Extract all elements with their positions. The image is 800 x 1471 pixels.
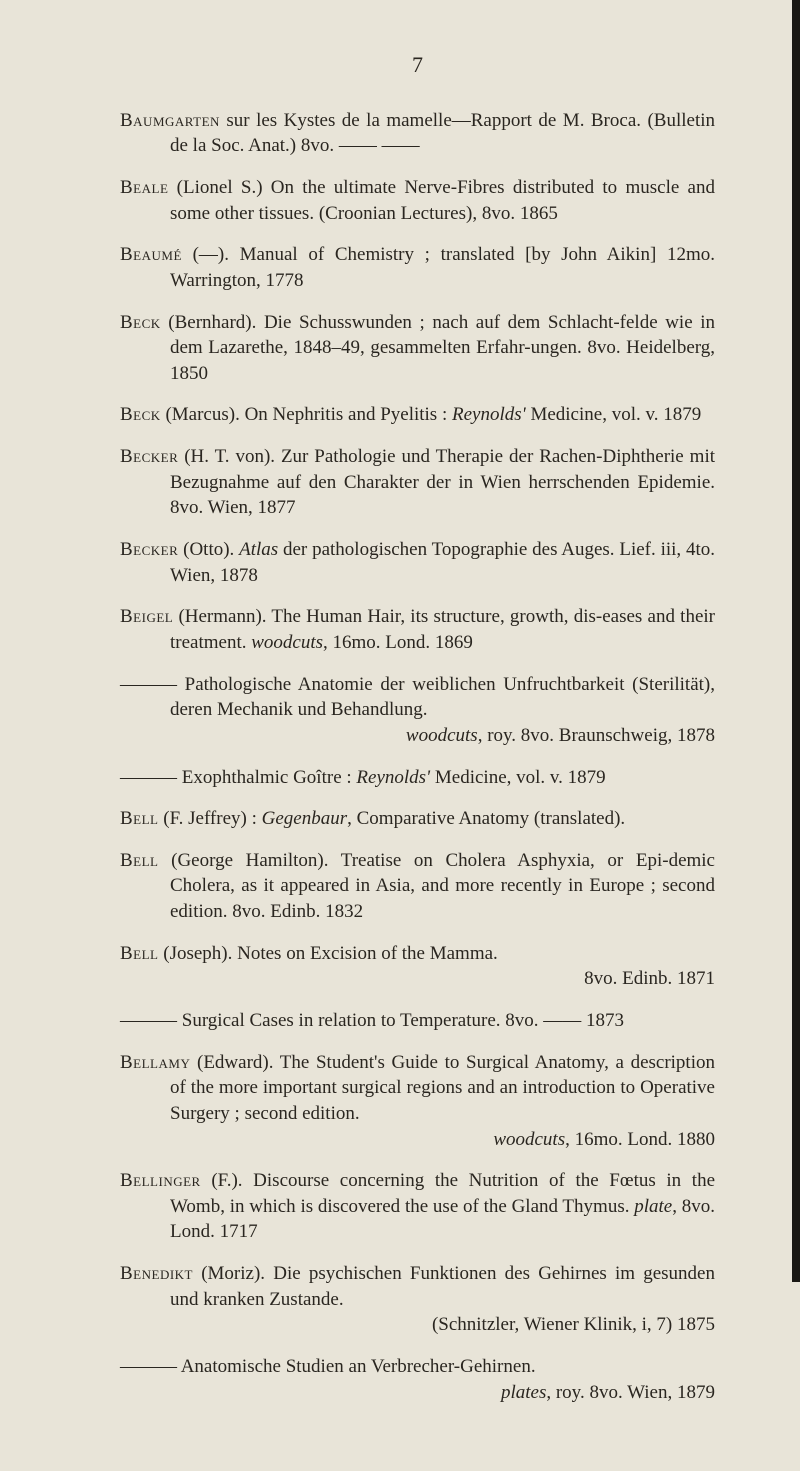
entry-text: (Bernhard). Die Schusswunden ; nach auf … bbox=[161, 312, 715, 384]
entry-tail: Medicine, vol. v. 1879 bbox=[430, 767, 606, 788]
author-name: Beck bbox=[120, 312, 161, 333]
bibliography-entry: Bell (F. Jeffrey) : Gegenbaur, Comparati… bbox=[120, 806, 715, 832]
imprint-tail: , roy. 8vo. Braunschweig, 1878 bbox=[478, 725, 715, 746]
imprint-line: plates, roy. 8vo. Wien, 1879 bbox=[170, 1380, 715, 1406]
imprint-tail: , 16mo. Lond. 1880 bbox=[565, 1129, 715, 1150]
bibliography-entry: Beigel (Hermann). The Human Hair, its st… bbox=[120, 604, 715, 655]
entry-text: (H. T. von). Zur Pathologie und Therapie… bbox=[170, 446, 715, 518]
italic-term: Atlas bbox=[239, 539, 278, 560]
bibliography-entry: Bell (Joseph). Notes on Excision of the … bbox=[120, 941, 715, 992]
imprint-line: woodcuts, roy. 8vo. Braunschweig, 1878 bbox=[170, 723, 715, 749]
bibliography-entry: Beale (Lionel S.) On the ultimate Nerve-… bbox=[120, 175, 715, 226]
italic-term: Reynolds' bbox=[356, 767, 430, 788]
author-name: Beigel bbox=[120, 606, 173, 627]
page-binding-edge bbox=[792, 0, 800, 1282]
entry-text: (Lionel S.) On the ultimate Nerve-Fibres… bbox=[168, 177, 715, 224]
entry-text: Anatomische Studien an Verbrecher-Gehirn… bbox=[177, 1356, 536, 1377]
italic-term: woodcuts bbox=[406, 725, 478, 746]
italic-term: plates bbox=[501, 1382, 546, 1403]
bibliography-entry: Becker (Otto). Atlas der pathologischen … bbox=[120, 537, 715, 588]
bibliography-entry: Beck (Bernhard). Die Schusswunden ; nach… bbox=[120, 310, 715, 387]
entry-text: Surgical Cases in relation to Temperatur… bbox=[177, 1010, 624, 1031]
entry-tail: Medicine, vol. v. 1879 bbox=[526, 404, 702, 425]
bibliography-entry: Beaumé (—). Manual of Chemistry ; transl… bbox=[120, 242, 715, 293]
bibliography-entry: Bellamy (Edward). The Student's Guide to… bbox=[120, 1050, 715, 1153]
entry-text: Exophthalmic Goître : bbox=[177, 767, 356, 788]
entry-text: (—). Manual of Chemistry ; translated [b… bbox=[170, 244, 715, 291]
imprint-line: (Schnitzler, Wiener Klinik, i, 7) 1875 bbox=[170, 1312, 715, 1338]
entry-tail: , Comparative Anatomy (translated). bbox=[347, 808, 625, 829]
author-name: Bell bbox=[120, 808, 159, 829]
entry-text: (Moriz). Die psychischen Funktionen des … bbox=[170, 1263, 715, 1310]
author-name: Becker bbox=[120, 539, 178, 560]
entry-tail: , 16mo. Lond. 1869 bbox=[323, 632, 473, 653]
imprint-line: woodcuts, 16mo. Lond. 1880 bbox=[170, 1127, 715, 1153]
continuation-dash: ——— bbox=[120, 1010, 177, 1031]
continuation-dash: ——— bbox=[120, 1356, 177, 1377]
author-name: Becker bbox=[120, 446, 178, 467]
author-name: Benedikt bbox=[120, 1263, 193, 1284]
entry-text: (George Hamilton). Treatise on Cholera A… bbox=[159, 850, 716, 922]
author-name: Bell bbox=[120, 850, 159, 871]
bibliography-entry: ——— Pathologische Anatomie der weibliche… bbox=[120, 672, 715, 749]
entry-text: Pathologische Anatomie der weiblichen Un… bbox=[170, 674, 715, 721]
bibliography-entry: Benedikt (Moriz). Die psychischen Funkti… bbox=[120, 1261, 715, 1338]
continuation-dash: ——— bbox=[120, 767, 177, 788]
bibliography-entry: ——— Anatomische Studien an Verbrecher-Ge… bbox=[120, 1354, 715, 1405]
page-number: 7 bbox=[120, 50, 715, 80]
entry-text: (F. Jeffrey) : bbox=[159, 808, 262, 829]
author-name: Beck bbox=[120, 404, 161, 425]
bibliography-entry: ——— Surgical Cases in relation to Temper… bbox=[120, 1008, 715, 1034]
author-name: Beale bbox=[120, 177, 168, 198]
italic-term: Reynolds' bbox=[452, 404, 526, 425]
imprint-tail: , roy. 8vo. Wien, 1879 bbox=[546, 1382, 715, 1403]
italic-term: woodcuts bbox=[251, 632, 323, 653]
author-name: Bell bbox=[120, 943, 159, 964]
entry-text: (Marcus). On Nephritis and Pyelitis : bbox=[161, 404, 452, 425]
author-name: Bellamy bbox=[120, 1052, 190, 1073]
entry-text: (Otto). bbox=[178, 539, 239, 560]
bibliography-entry: Bellinger (F.). Discourse concerning the… bbox=[120, 1168, 715, 1245]
italic-term: Gegenbaur bbox=[262, 808, 347, 829]
bibliography-entry: ——— Exophthalmic Goître : Reynolds' Medi… bbox=[120, 765, 715, 791]
entry-text: (Joseph). Notes on Excision of the Mamma… bbox=[159, 943, 498, 964]
bibliography-entry: Beck (Marcus). On Nephritis and Pyelitis… bbox=[120, 402, 715, 428]
entry-text: (Edward). The Student's Guide to Surgica… bbox=[170, 1052, 715, 1124]
author-name: Beaumé bbox=[120, 244, 182, 265]
italic-term: plate bbox=[634, 1196, 672, 1217]
italic-term: woodcuts bbox=[493, 1129, 565, 1150]
author-name: Baumgarten bbox=[120, 110, 220, 131]
page-content: 7 Baumgarten sur les Kystes de la mamell… bbox=[0, 0, 800, 1471]
bibliography-entry: Baumgarten sur les Kystes de la mamelle—… bbox=[120, 108, 715, 159]
bibliography-entry: Bell (George Hamilton). Treatise on Chol… bbox=[120, 848, 715, 925]
author-name: Bellinger bbox=[120, 1170, 201, 1191]
entry-text: sur les Kystes de la mamelle—Rapport de … bbox=[170, 110, 715, 157]
bibliography-entries: Baumgarten sur les Kystes de la mamelle—… bbox=[120, 108, 715, 1406]
continuation-dash: ——— bbox=[120, 674, 177, 695]
bibliography-entry: Becker (H. T. von). Zur Pathologie und T… bbox=[120, 444, 715, 521]
imprint-line: 8vo. Edinb. 1871 bbox=[170, 966, 715, 992]
